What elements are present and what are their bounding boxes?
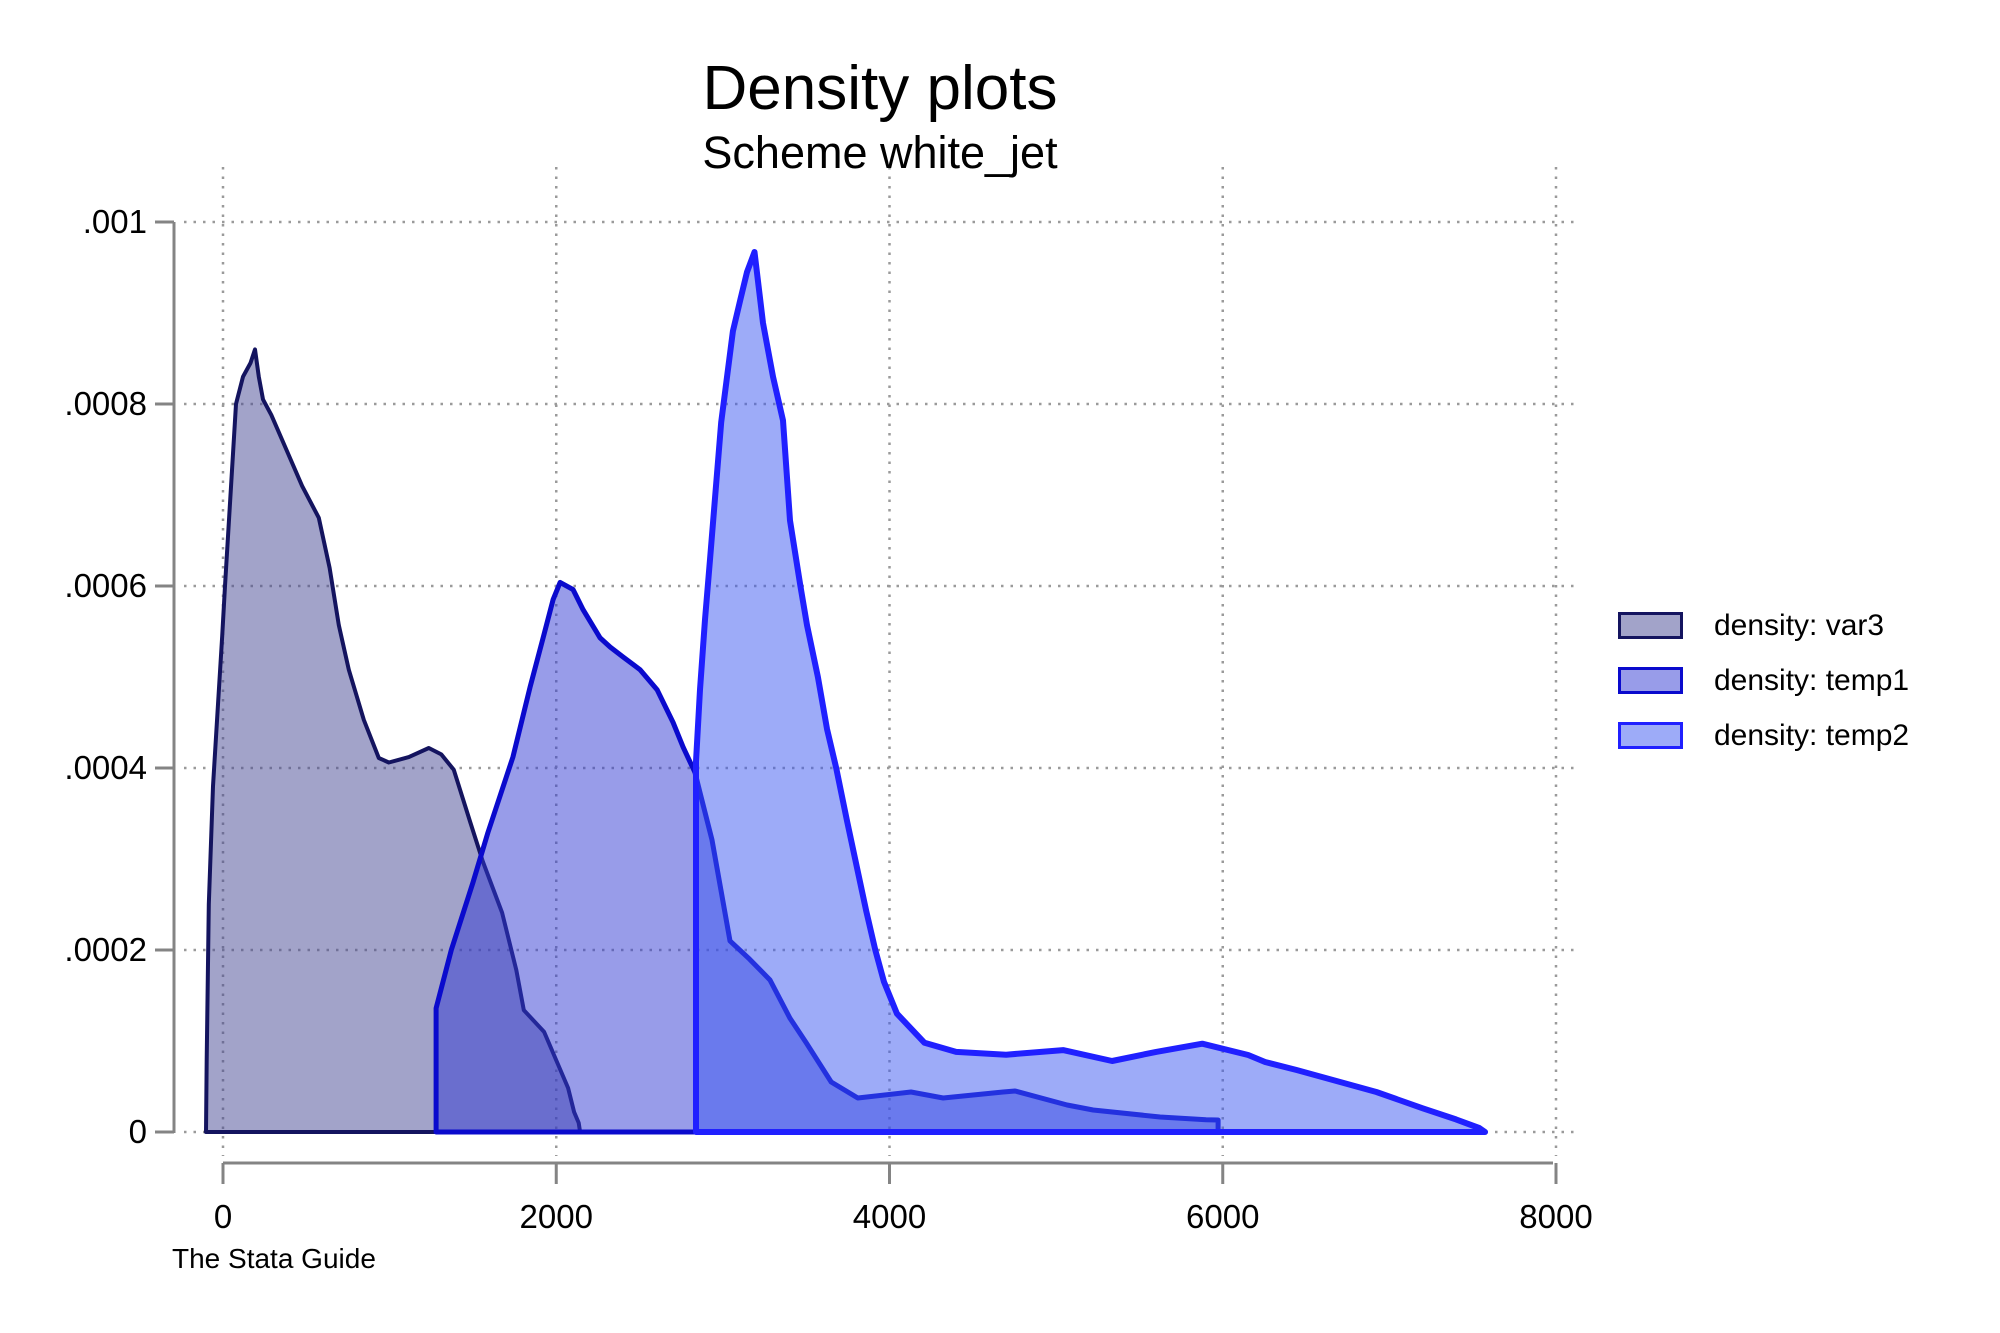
legend-swatch-temp2 bbox=[1618, 722, 1683, 749]
density-area-temp2 bbox=[693, 249, 1488, 1135]
x-tick-label: 4000 bbox=[853, 1198, 926, 1235]
legend-item-temp1: density: temp1 bbox=[1618, 653, 1909, 708]
chart-title: Density plots bbox=[702, 54, 1058, 123]
y-tick-label: .0006 bbox=[64, 567, 147, 604]
y-tick-label: .0002 bbox=[64, 931, 147, 968]
legend-item-var3: density: var3 bbox=[1618, 598, 1909, 653]
x-tick-label: 6000 bbox=[1186, 1198, 1259, 1235]
legend-swatch-temp1 bbox=[1618, 667, 1683, 694]
legend-swatch-var3 bbox=[1618, 612, 1683, 639]
y-tick-label: 0 bbox=[129, 1113, 147, 1150]
x-tick-label: 0 bbox=[214, 1198, 232, 1235]
chart-subtitle: Scheme white_jet bbox=[702, 127, 1058, 178]
x-tick-label: 8000 bbox=[1519, 1198, 1592, 1235]
x-tick-label: 2000 bbox=[520, 1198, 593, 1235]
legend-item-temp2: density: temp2 bbox=[1618, 708, 1909, 763]
legend-label-temp2: density: temp2 bbox=[1714, 718, 1910, 752]
legend-label-temp1: density: temp1 bbox=[1714, 663, 1910, 697]
legend: density: var3 density: temp1 density: te… bbox=[1618, 598, 1909, 763]
legend-label-var3: density: var3 bbox=[1714, 608, 1885, 642]
chart-caption: The Stata Guide bbox=[172, 1243, 376, 1274]
y-tick-label: .0008 bbox=[64, 385, 147, 422]
y-tick-label: .001 bbox=[83, 203, 147, 240]
y-tick-label: .0004 bbox=[64, 749, 147, 786]
